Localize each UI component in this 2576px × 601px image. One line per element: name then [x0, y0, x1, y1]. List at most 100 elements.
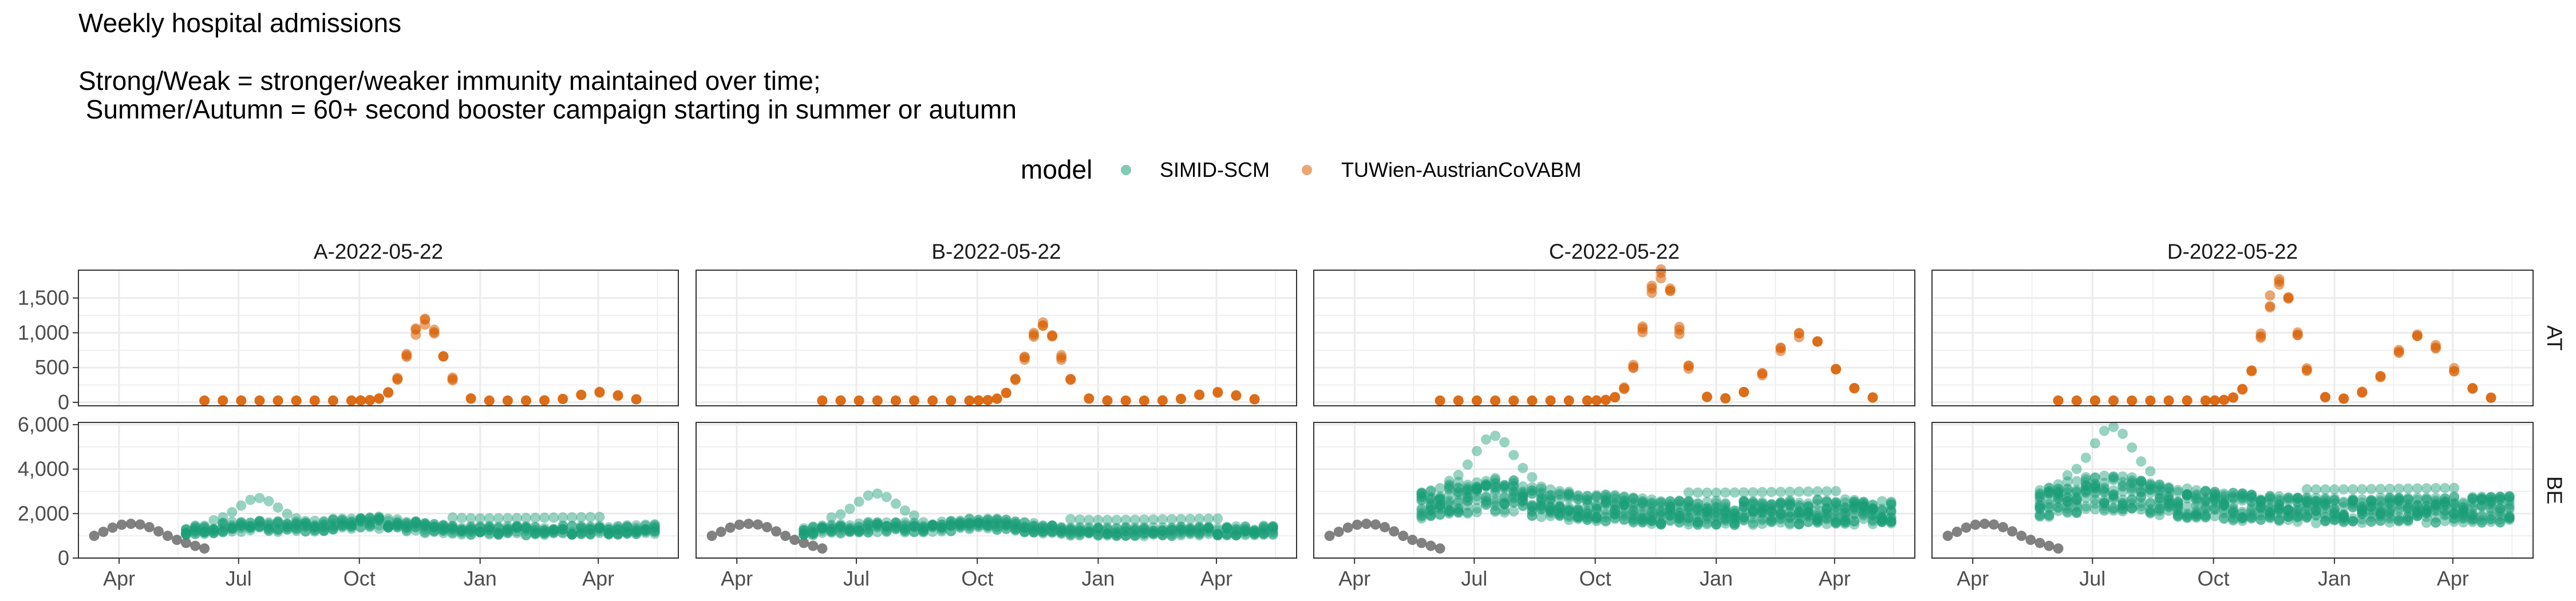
point-simid: [1120, 530, 1131, 541]
point-simid: [808, 521, 819, 532]
point-simid: [576, 529, 587, 540]
point-simid: [208, 525, 219, 536]
point-simid: [1462, 492, 1473, 503]
point-simid: [1508, 475, 1519, 486]
point-simid: [927, 520, 938, 531]
point-tuwien: [420, 313, 430, 324]
point-simid: [844, 524, 855, 535]
point-observed: [1361, 519, 1372, 529]
point-simid: [558, 520, 568, 531]
point-simid: [1416, 508, 1427, 519]
point-simid: [1203, 527, 1214, 537]
point-simid: [1840, 517, 1851, 528]
point-simid: [808, 530, 819, 541]
point-simid: [548, 525, 559, 536]
point-simid: [1222, 529, 1232, 540]
point-simid: [1563, 489, 1574, 500]
point-simid: [585, 521, 596, 532]
point-simid: [1582, 512, 1593, 523]
point-simid: [649, 526, 660, 537]
point-tuwien: [1139, 396, 1149, 406]
point-simid: [1775, 505, 1786, 516]
point-simid: [1858, 498, 1869, 509]
point-simid: [1480, 479, 1491, 489]
point-simid: [520, 523, 531, 533]
data-points: [89, 493, 660, 554]
point-simid: [2283, 504, 2294, 515]
point-simid: [2228, 491, 2239, 501]
point-simid: [1471, 495, 1482, 505]
point-simid: [327, 524, 338, 535]
point-observed: [116, 519, 127, 530]
point-tuwien: [2412, 331, 2423, 342]
point-simid: [1185, 523, 1196, 533]
point-simid: [1720, 506, 1731, 517]
panel-border: [1313, 270, 1915, 406]
point-tuwien: [447, 375, 458, 386]
point-tuwien: [1591, 395, 1602, 406]
point-simid: [401, 524, 412, 535]
point-simid: [1222, 529, 1232, 540]
point-tuwien: [327, 395, 338, 406]
x-tick-label: Apr: [1200, 567, 1232, 590]
point-simid: [1536, 503, 1547, 514]
point-simid: [2191, 511, 2202, 521]
point-tuwien: [1674, 329, 1685, 339]
point-simid: [1527, 506, 1538, 517]
point-simid: [1803, 516, 1814, 527]
point-tuwien: [1656, 264, 1666, 275]
panel-border: [1931, 270, 2534, 406]
point-simid: [1775, 514, 1786, 525]
point-simid: [1444, 506, 1455, 517]
point-simid: [1757, 513, 1768, 524]
point-simid: [1831, 516, 1842, 527]
point-simid: [1619, 492, 1630, 503]
point-simid: [1619, 495, 1630, 506]
point-simid: [799, 523, 809, 534]
point-simid: [1065, 524, 1076, 535]
point-simid: [429, 522, 440, 533]
point-simid: [854, 522, 864, 533]
point-simid: [465, 521, 476, 532]
point-simid: [1435, 500, 1445, 511]
point-simid: [1711, 496, 1722, 507]
point-simid: [337, 517, 347, 528]
point-simid: [1425, 485, 1436, 496]
point-simid: [808, 523, 819, 533]
point-simid: [548, 528, 559, 539]
point-simid: [567, 520, 578, 531]
point-simid: [1231, 529, 1242, 540]
point-simid: [1148, 522, 1159, 533]
point-simid: [282, 508, 293, 519]
point-simid: [1775, 509, 1786, 520]
point-simid: [1793, 501, 1804, 512]
point-simid: [1748, 506, 1759, 517]
point-simid: [337, 522, 347, 533]
point-simid: [2283, 492, 2294, 503]
point-simid: [1435, 500, 1445, 511]
point-simid: [1729, 512, 1740, 523]
point-simid: [1619, 508, 1630, 519]
y-tick-label: 1,500: [18, 286, 69, 310]
point-simid: [1610, 500, 1621, 511]
point-simid: [991, 519, 1002, 529]
point-tuwien: [2200, 395, 2211, 406]
point-simid: [1536, 500, 1547, 511]
point-simid: [2274, 505, 2285, 516]
point-simid: [1471, 482, 1482, 493]
point-simid: [1093, 515, 1104, 525]
point-simid: [1527, 505, 1538, 516]
point-simid: [1508, 478, 1519, 489]
point-simid: [899, 527, 910, 538]
point-simid: [603, 528, 614, 539]
point-simid: [438, 520, 449, 531]
point-simid: [392, 520, 403, 531]
point-simid: [208, 524, 219, 535]
point-simid: [1203, 523, 1214, 533]
point-simid: [484, 523, 495, 533]
legend-key-tuwien: [1302, 165, 1312, 175]
point-simid: [493, 529, 504, 540]
point-simid: [374, 523, 385, 534]
point-simid: [1766, 506, 1777, 517]
point-tuwien: [2375, 372, 2386, 383]
